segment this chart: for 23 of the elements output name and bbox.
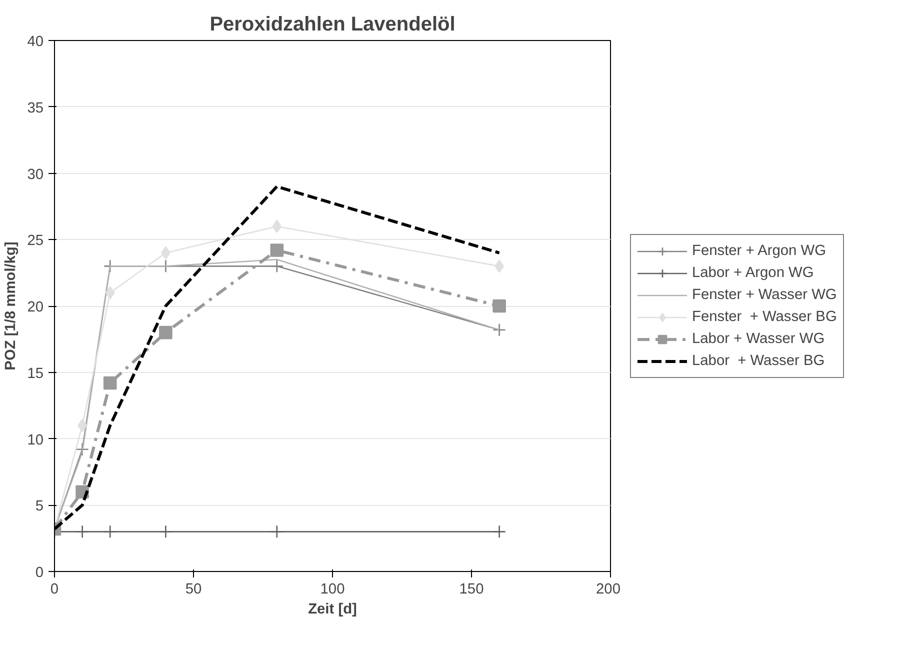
y-tick-label: 10 (27, 432, 44, 448)
legend-label: Fenster + Wasser BG (692, 308, 837, 324)
y-tick-label: 40 (27, 34, 44, 50)
y-tick-label: 25 (27, 233, 44, 250)
chart-title: Peroxidzahlen Lavendelöl (210, 14, 456, 36)
y-tick-label: 0 (35, 565, 44, 581)
y-tick-label: 35 (27, 100, 44, 116)
x-tick-label: 200 (596, 582, 621, 598)
legend-label: Labor + Wasser WG (692, 330, 825, 346)
legend-label: Labor + Wasser BG (692, 352, 825, 368)
legend-label: Fenster + Argon WG (692, 242, 826, 258)
x-tick-label: 100 (320, 582, 345, 598)
legend-label: Labor + Argon WG (692, 264, 814, 280)
y-tick-label: 20 (27, 300, 44, 316)
x-tick-label: 50 (185, 582, 202, 598)
x-axis-title: Zeit [d] (308, 602, 358, 618)
x-tick-label: 0 (50, 582, 59, 598)
y-tick-label: 15 (27, 366, 44, 382)
y-axis-title: POZ [1/8 mmol/kg] (3, 242, 20, 370)
x-tick-label: 150 (459, 582, 484, 598)
legend-label: Fenster + Wasser WG (692, 286, 837, 302)
y-tick-label: 5 (35, 498, 44, 515)
y-tick-label: 30 (27, 166, 44, 183)
